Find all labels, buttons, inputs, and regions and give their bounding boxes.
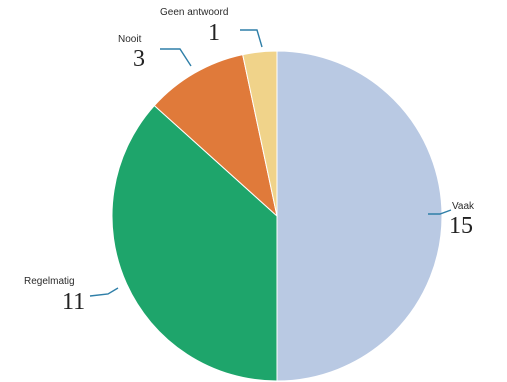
slice-label-nooit: Nooit — [118, 34, 142, 45]
slice-label-vaak: Vaak — [452, 201, 475, 212]
pie-slices — [111, 50, 443, 382]
pie-slice-geen-antwoord — [242, 50, 278, 217]
leader-line-nooit — [160, 48, 192, 67]
slice-value-geen-antwoord: 1 — [208, 20, 220, 46]
slice-label-regelmatig: Regelmatig — [24, 276, 75, 287]
pie-slice-regelmatig — [111, 104, 278, 382]
slice-value-nooit: 3 — [133, 46, 145, 72]
slice-value-regelmatig: 11 — [62, 289, 85, 315]
pie-slice-nooit — [153, 54, 278, 218]
slice-value-vaak: 15 — [449, 213, 473, 239]
slice-label-geen-antwoord: Geen antwoord — [160, 7, 228, 18]
leader-line-vaak — [428, 209, 452, 215]
leader-line-regelmatig — [89, 287, 119, 297]
pie-slice-vaak — [276, 50, 443, 382]
leader-line-geen-antwoord — [240, 29, 263, 48]
